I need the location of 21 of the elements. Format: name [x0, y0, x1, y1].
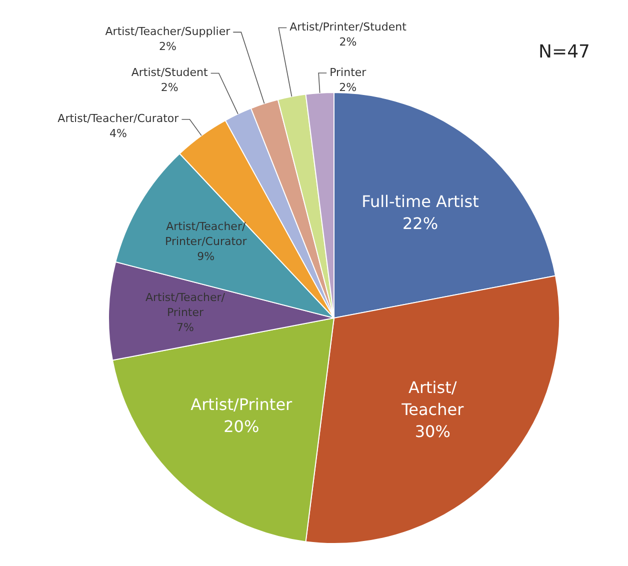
- data-label: 9%: [197, 250, 215, 264]
- data-label: 20%: [224, 416, 260, 436]
- data-label: 30%: [414, 422, 450, 441]
- slice-label: Artist/Teacher/Supplier: [105, 25, 231, 38]
- slice-label: Artist/Teacher/Printer: [145, 291, 226, 320]
- slice-label: Artist/Student: [131, 66, 209, 80]
- data-label: 2%: [158, 40, 176, 54]
- data-label: 2%: [160, 81, 178, 94]
- data-label: 2%: [339, 80, 357, 94]
- slice-label: Full-time Artist: [362, 192, 479, 211]
- data-label: 22%: [402, 214, 438, 233]
- slice-label: Artist/Teacher/Curator: [58, 112, 180, 126]
- slice-label: Artist/Printer: [190, 394, 293, 414]
- data-label: 7%: [176, 321, 194, 334]
- data-label: 4%: [109, 127, 127, 140]
- slice-label: Artist/Printer/Student: [290, 20, 408, 34]
- slice-label: Printer: [330, 66, 367, 79]
- slice-label: Artist/Teacher: [400, 378, 464, 419]
- slice-label: Artist/Teacher/Printer/Curator: [165, 220, 248, 248]
- data-label: 2%: [339, 36, 357, 49]
- text: N=47: [538, 42, 590, 63]
